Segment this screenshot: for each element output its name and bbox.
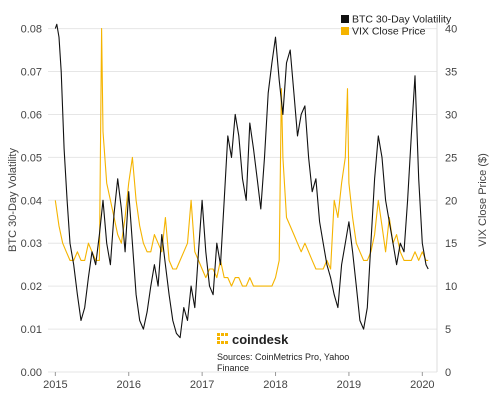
y-tick-label-left: 0.08: [21, 24, 42, 36]
x-tick-label: 2017: [190, 379, 214, 391]
y-tick-label-left: 0.03: [21, 238, 42, 250]
x-tick-label: 2020: [410, 379, 434, 391]
x-tick-label: 2016: [116, 379, 140, 391]
x-tick-label: 2018: [263, 379, 287, 391]
grid-lines: [48, 28, 437, 373]
x-axis: 2015 2016 2017 2018 2019 2020: [43, 372, 435, 391]
y-tick-label-left: 0.01: [21, 324, 42, 336]
y-tick-label-right: 40: [445, 24, 457, 36]
legend: BTC 30-Day Volatility VIX Close Price: [341, 14, 452, 38]
legend-label-vix: VIX Close Price: [352, 26, 426, 38]
y-tick-label-left: 0.06: [21, 109, 42, 121]
y-tick-label-right: 15: [445, 238, 457, 250]
source-line-2: Finance: [217, 363, 249, 373]
y-tick-label-right: 10: [445, 281, 457, 293]
coindesk-logo: coindesk: [217, 332, 289, 347]
x-tick-label: 2019: [337, 379, 361, 391]
series-line-vix-close: [54, 28, 429, 287]
y-axis-right-title: VIX Close Price ($): [477, 153, 489, 247]
coindesk-brand-name: coindesk: [232, 332, 289, 347]
y-tick-label-left: 0.07: [21, 67, 42, 79]
y-tick-label-right: 35: [445, 67, 457, 79]
y-axis-right: 0 5 10 15 20 25 30 35 40: [436, 15, 457, 379]
legend-swatch-btc: [341, 15, 349, 23]
x-tick-label: 2015: [43, 379, 67, 391]
series-line-btc-volatility: [54, 23, 429, 339]
y-tick-label-right: 5: [445, 324, 451, 336]
source-line-1: Sources: CoinMetrics Pro, Yahoo: [217, 352, 349, 362]
y-tick-label-left: 0.02: [21, 281, 42, 293]
legend-label-btc: BTC 30-Day Volatility: [352, 14, 452, 26]
series-lines: [54, 23, 429, 339]
y-tick-label-right: 25: [445, 152, 457, 164]
y-tick-label-left: 0.05: [21, 152, 42, 164]
y-tick-label-right: 20: [445, 195, 457, 207]
y-axis-left-title: BTC 30-Day Volatility: [7, 148, 19, 252]
legend-swatch-vix: [341, 27, 349, 35]
y-tick-label-left: 0.04: [21, 195, 42, 207]
y-tick-label-left: 0.00: [21, 367, 42, 379]
y-axis-left: 0.00 0.01 0.02 0.03 0.04 0.05 0.06 0.07 0.08: [21, 24, 42, 379]
y-tick-label-right: 0: [445, 367, 451, 379]
y-tick-label-right: 30: [445, 109, 457, 121]
coindesk-logo-icon: [217, 333, 228, 344]
